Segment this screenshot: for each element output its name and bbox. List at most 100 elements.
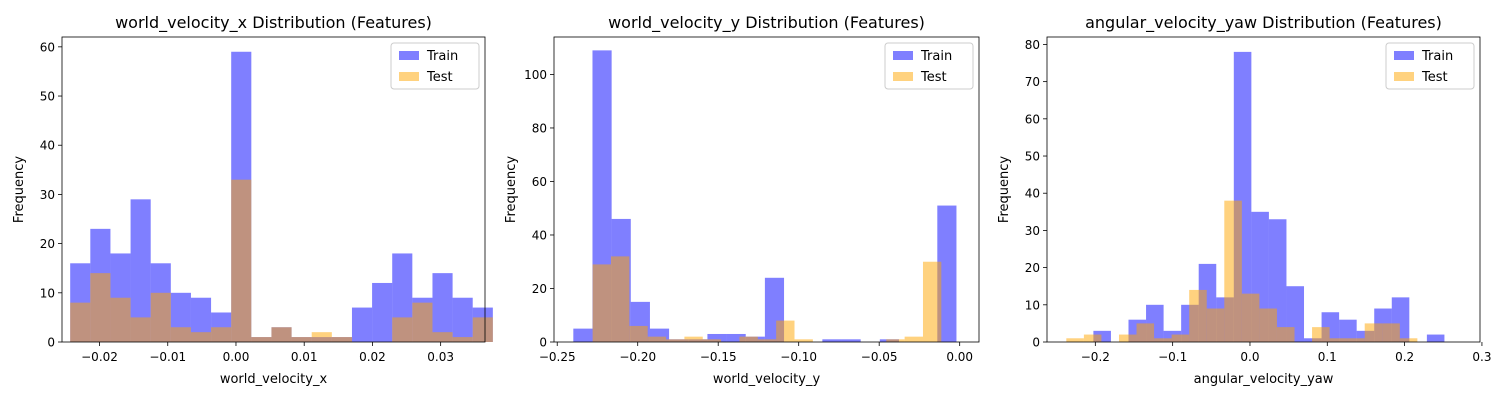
bar-test-18 [922, 261, 942, 342]
y-tick-label: 100 [524, 68, 547, 82]
bar-test-9 [1224, 200, 1242, 342]
legend-swatch-train [399, 51, 419, 60]
bar-test-17 [904, 336, 923, 342]
legend-swatch-test [1394, 72, 1414, 81]
bar-test-4 [1136, 323, 1155, 342]
bar-test-6 [190, 332, 212, 342]
y-tick-label: 20 [1025, 261, 1040, 275]
bar-test-8 [1206, 308, 1225, 342]
bar-test-16 [886, 339, 905, 342]
bar-train-3 [130, 199, 151, 342]
bar-test-3 [1118, 334, 1137, 342]
y-tick-label: 60 [40, 40, 55, 54]
legend-label-test: Test [920, 70, 947, 85]
legend: Train Test [390, 42, 480, 90]
bar-test-16 [1347, 338, 1365, 342]
legend-swatch-train [1394, 51, 1414, 60]
chart-world-velocity-y: −0.25 −0.20 −0.15 −0.10 −0.05 0.00 0 20 40 60 80 10… [504, 13, 980, 387]
axes-frame [1046, 36, 1481, 343]
bar-train-18 [432, 273, 453, 342]
bar-train-14 [351, 307, 373, 342]
chart-title: angular_velocity_yaw Distribution (Featu… [1085, 13, 1442, 33]
y-tick-label: 20 [40, 237, 55, 251]
x-axis-label: angular_velocity_yaw [1194, 372, 1334, 387]
x-axis-label: world_velocity_y [713, 372, 821, 387]
ticks-layer: −0.2 −0.1 0.0 0.1 0.2 0.3 0 10 20 30 40 50 60 70 80 [1025, 38, 1492, 364]
legend-swatch-train [893, 51, 913, 60]
x-tick-label: 0.01 [291, 350, 318, 364]
bar-test-15 [1329, 338, 1348, 342]
bar-train-0 [573, 328, 593, 342]
y-tick-label: 20 [532, 282, 547, 296]
x-tick-label: −0.1 [1158, 350, 1187, 364]
bar-test-1 [1083, 334, 1102, 342]
y-tick-label: 60 [532, 175, 547, 189]
bar-test-2 [110, 297, 131, 342]
bar-train-15 [372, 282, 393, 342]
y-tick-label: 0 [1032, 336, 1040, 350]
legend-label-train: Train [1421, 49, 1453, 64]
legend-label-test: Test [1421, 70, 1448, 85]
bar-test-9 [251, 337, 272, 342]
bar-test-16 [392, 317, 413, 342]
bar-test-8 [231, 179, 252, 342]
bar-test-19 [452, 337, 473, 342]
x-tick-label: −0.15 [700, 350, 737, 364]
legend-swatch-test [893, 72, 913, 81]
y-tick-label: 60 [1025, 112, 1040, 126]
bar-test-3 [130, 317, 151, 342]
bar-test-6 [1171, 334, 1190, 342]
bar-train-8 [726, 333, 746, 342]
bar-test-11 [794, 339, 813, 342]
bar-test-1 [90, 273, 111, 342]
bar-test-14 [1312, 327, 1330, 342]
y-tick-label: 0 [47, 336, 55, 350]
bar-test-17 [412, 302, 433, 342]
chart-title: world_velocity_y Distribution (Features) [608, 13, 925, 33]
y-tick-label: 40 [40, 139, 55, 153]
legend: Train Test [884, 42, 974, 90]
bar-test-10 [271, 327, 292, 342]
y-tick-label: 40 [532, 228, 547, 242]
bar-test-3 [647, 336, 667, 342]
y-tick-label: 80 [1025, 38, 1040, 52]
axes-frame [553, 36, 980, 343]
x-tick-label: −0.01 [149, 350, 186, 364]
y-axis-label: Frequency [12, 156, 27, 223]
bar-test-4 [150, 292, 171, 342]
y-axis-label: Frequency [504, 156, 519, 223]
bar-test-5 [684, 336, 703, 342]
bar-test-11 [1259, 308, 1277, 342]
bar-train-0 [1093, 330, 1111, 342]
x-tick-label: 0.00 [946, 350, 973, 364]
bar-test-8 [739, 336, 758, 342]
bars-layer [1066, 51, 1445, 342]
bar-test-2 [629, 325, 648, 342]
x-tick-label: −0.02 [81, 350, 118, 364]
bar-test-12 [1276, 327, 1295, 342]
bar-test-11 [291, 337, 312, 342]
bar-test-5 [1154, 338, 1172, 342]
ticks-layer: −0.02 −0.01 0.00 0.01 0.02 0.03 0 10 20 30 40 50 60 [40, 40, 454, 364]
y-tick-label: 10 [40, 286, 55, 300]
bar-test-13 [331, 337, 352, 342]
legend-label-train: Train [426, 49, 458, 64]
chart-title: world_velocity_x Distribution (Features) [115, 13, 432, 33]
bar-train-14 [1339, 319, 1357, 342]
legend-label-train: Train [920, 49, 952, 64]
bar-train-19 [452, 297, 473, 342]
x-tick-label: −0.05 [861, 350, 898, 364]
x-axis-label: world_velocity_x [220, 372, 328, 387]
bar-test-0 [1066, 338, 1084, 342]
legend-swatch-test [399, 72, 419, 81]
y-tick-label: 50 [40, 90, 55, 104]
bars-layer [70, 51, 493, 343]
bar-test-12 [311, 332, 332, 342]
bar-test-10 [1241, 293, 1260, 342]
chart-angular-velocity-yaw: −0.2 −0.1 0.0 0.1 0.2 0.3 0 10 20 30 40 50 60 70 80 an… [997, 13, 1491, 387]
y-tick-label: 0 [539, 336, 547, 350]
bar-test-18 [432, 332, 453, 342]
x-tick-label: 0.03 [427, 350, 454, 364]
bar-test-0 [592, 264, 611, 342]
y-axis-label: Frequency [997, 156, 1012, 223]
